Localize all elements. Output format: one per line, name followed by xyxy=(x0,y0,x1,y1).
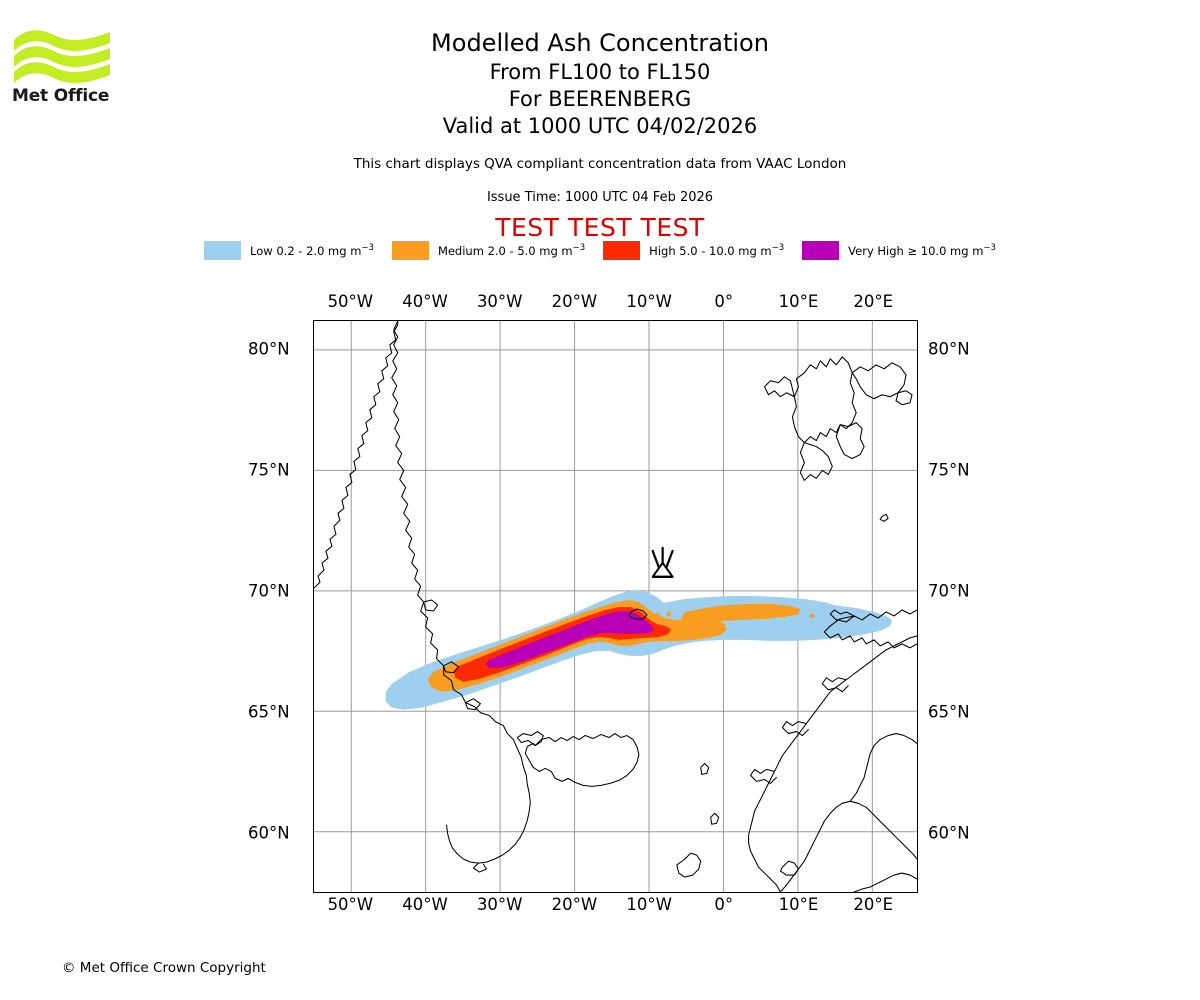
latitude-axis-left: 60°N 65°N 70°N 75°N 80°N xyxy=(0,320,1200,893)
lat-tick-left: 75°N xyxy=(248,460,290,480)
ash-concentration-map[interactable] xyxy=(313,320,918,893)
lat-tick-right: 70°N xyxy=(928,581,970,601)
legend-item-high: High 5.0 - 10.0 mg m−3 xyxy=(603,241,784,260)
plume-band-medium-lobe xyxy=(680,604,801,622)
longitude-axis-top: 50°W 40°W 30°W 20°W 10°W 0° 10°E 20°E xyxy=(0,292,1200,314)
legend-item-low: Low 0.2 - 2.0 mg m−3 xyxy=(204,241,374,260)
coastline-norway-fjords-4 xyxy=(750,768,777,784)
legend-item-medium: Medium 2.0 - 5.0 mg m−3 xyxy=(391,241,586,260)
lat-tick-left: 80°N xyxy=(248,339,290,359)
legend-item-very-high: Very High ≥ 10.0 mg m−3 xyxy=(802,241,996,260)
copyright-notice: © Met Office Crown Copyright xyxy=(62,960,266,976)
coastline-svalbard-west xyxy=(763,376,795,398)
coastline-greenland-south-detail xyxy=(472,862,487,873)
ash-plume-contours xyxy=(385,590,893,710)
volcano-icon xyxy=(651,546,674,578)
lat-tick-right: 75°N xyxy=(928,460,970,480)
coastline-faroe xyxy=(700,762,710,775)
lat-tick-left: 70°N xyxy=(248,581,290,601)
coastline-iceland-westfjords xyxy=(516,731,544,747)
volcano-cone xyxy=(651,561,674,578)
coastline-jan-mayen xyxy=(628,608,648,620)
page-title: Modelled Ash Concentration From FL100 to… xyxy=(0,28,1200,140)
lat-tick-right: 80°N xyxy=(928,339,970,359)
legend-swatch-high xyxy=(603,241,641,260)
coastline-greenland-fjords-2 xyxy=(443,661,460,674)
issue-time: Issue Time: 1000 UTC 04 Feb 2026 xyxy=(486,190,714,205)
coastline-svalbard-kongsoya xyxy=(895,390,913,406)
coastline-greenland-fjords xyxy=(423,599,439,612)
coastline-norway-fjords-3 xyxy=(781,721,809,737)
coastline-bear-island xyxy=(879,513,889,522)
lon-tick-top: 10°W xyxy=(626,292,672,311)
map-canvas xyxy=(314,321,917,892)
lon-tick-top: 50°W xyxy=(327,292,374,311)
lat-tick-left: 65°N xyxy=(248,702,290,722)
legend-label-low: Low 0.2 - 2.0 mg m−3 xyxy=(250,243,374,258)
concentration-legend: Low 0.2 - 2.0 mg m−3 Medium 2.0 - 5.0 mg… xyxy=(0,241,1200,260)
title-line-2: From FL100 to FL150 xyxy=(489,60,711,84)
coastline-shetland xyxy=(710,812,720,825)
lon-tick-bottom: 10°W xyxy=(626,895,672,914)
lon-tick-top: 30°W xyxy=(476,292,523,311)
coastline-svalbard-spitsbergen xyxy=(791,356,857,444)
plume-speck-1 xyxy=(653,612,661,620)
coastline-finland xyxy=(849,733,917,802)
lat-tick-left: 60°N xyxy=(248,823,290,843)
lon-tick-bottom: 20°W xyxy=(551,895,598,914)
lon-tick-top: 10°E xyxy=(778,292,819,311)
plume-speck-3 xyxy=(810,613,815,619)
coastline-norway xyxy=(748,609,917,892)
lon-tick-bottom: 30°W xyxy=(476,895,523,914)
volcano-eruption-plume xyxy=(651,546,674,568)
legend-swatch-low xyxy=(204,241,242,260)
lon-tick-bottom: 50°W xyxy=(327,895,374,914)
coastline-svalbard-nordaustlandet xyxy=(851,362,907,400)
met-office-brand-text: Met Office xyxy=(12,86,110,106)
coastline-sweden-baltic xyxy=(779,800,917,892)
legend-label-medium: Medium 2.0 - 5.0 mg m−3 xyxy=(437,243,586,258)
lon-tick-top: 40°W xyxy=(402,292,448,311)
lon-tick-bottom: 10°E xyxy=(778,895,819,914)
coastline-greenland xyxy=(314,321,399,589)
met-office-wave-mark xyxy=(14,30,110,83)
lon-tick-bottom: 40°W xyxy=(402,895,448,914)
longitude-axis-bottom: 50°W 40°W 30°W 20°W 10°W 0° 10°E 20°E xyxy=(0,895,1200,917)
coastline-norway-fjords-2 xyxy=(821,677,849,693)
title-line-3: For BEERENBERG xyxy=(508,87,692,111)
legend-swatch-very-high xyxy=(802,241,840,260)
coastline-baltic-south xyxy=(853,872,917,892)
lat-tick-right: 60°N xyxy=(928,823,970,843)
coastline-svalbard-edgeoya xyxy=(835,422,865,460)
legend-label-very-high: Very High ≥ 10.0 mg m−3 xyxy=(848,243,996,258)
chart-subtitle: This chart displays QVA compliant concen… xyxy=(353,156,847,172)
met-office-logo: Met Office xyxy=(12,26,122,116)
title-line-4: Valid at 1000 UTC 04/02/2026 xyxy=(442,114,758,138)
lat-tick-right: 65°N xyxy=(928,702,970,722)
test-banner: TEST TEST TEST xyxy=(495,213,705,242)
graticule-gridlines xyxy=(314,321,917,892)
coastline-denmark xyxy=(779,860,799,876)
latitude-axis-right: 60°N 65°N 70°N 75°N 80°N xyxy=(0,320,1200,893)
lon-tick-bottom: 0° xyxy=(714,895,734,914)
coastline-svalbard-south xyxy=(799,442,833,481)
lon-tick-top: 20°E xyxy=(853,292,894,311)
coastline-iceland xyxy=(524,733,640,787)
coastline-lofoten xyxy=(829,609,855,621)
plume-band-very-high xyxy=(485,610,655,668)
title-line-1: Modelled Ash Concentration xyxy=(431,29,769,57)
legend-label-high: High 5.0 - 10.0 mg m−3 xyxy=(649,243,785,258)
lon-tick-bottom: 20°E xyxy=(853,895,894,914)
coastline-uk-north xyxy=(676,852,702,878)
lon-tick-top: 0° xyxy=(714,292,734,311)
legend-swatch-medium xyxy=(391,241,429,260)
coastline-norway-fjords-1 xyxy=(823,625,917,649)
plume-speck-2 xyxy=(666,611,672,617)
coastline-greenland-east xyxy=(391,321,531,864)
lon-tick-top: 20°W xyxy=(551,292,598,311)
coastline-greenland-fjords-3 xyxy=(464,698,481,711)
coastlines xyxy=(314,321,917,892)
